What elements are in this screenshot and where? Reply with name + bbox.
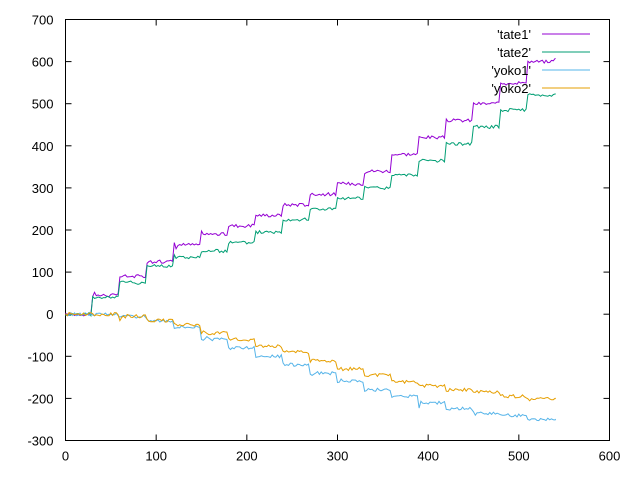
y-tick-label: 600 xyxy=(32,55,54,70)
y-tick-label: -300 xyxy=(27,434,53,449)
legend: 'tate1' 'tate2' 'yoko1' 'yoko2' xyxy=(491,27,590,96)
series-line-3 xyxy=(65,311,557,422)
x-tick-label: 400 xyxy=(417,449,439,464)
y-tick-label: -100 xyxy=(27,349,53,364)
x-tick-label: 200 xyxy=(236,449,258,464)
x-tick-label: 600 xyxy=(599,449,621,464)
series-line-2 xyxy=(65,93,556,318)
legend-label-4: 'yoko2' xyxy=(491,81,531,96)
x-tick-label: 300 xyxy=(327,449,349,464)
series-layer xyxy=(65,57,557,422)
series-line-1 xyxy=(65,57,556,317)
y-tick-label: 100 xyxy=(32,265,54,280)
series-line-4 xyxy=(65,311,556,402)
legend-label-1: 'tate1' xyxy=(497,27,531,42)
y-tick-label: 500 xyxy=(32,97,54,112)
x-tick-label: 100 xyxy=(145,449,167,464)
y-tick-label: 0 xyxy=(46,307,53,322)
y-tick-label: 300 xyxy=(32,181,54,196)
x-tick-label: 0 xyxy=(62,449,69,464)
y-tick-label: 400 xyxy=(32,139,54,154)
x-axis-ticks: 0 100 200 300 400 500 600 xyxy=(62,19,621,464)
y-axis-ticks: 700 600 500 400 300 200 100 0 -100 -200 -300 xyxy=(27,13,610,449)
legend-label-2: 'tate2' xyxy=(497,45,531,60)
x-tick-label: 500 xyxy=(508,449,530,464)
y-tick-label: -200 xyxy=(27,391,53,406)
y-tick-label: 700 xyxy=(32,13,54,28)
y-tick-label: 200 xyxy=(32,223,54,238)
legend-label-3: 'yoko1' xyxy=(491,63,531,78)
